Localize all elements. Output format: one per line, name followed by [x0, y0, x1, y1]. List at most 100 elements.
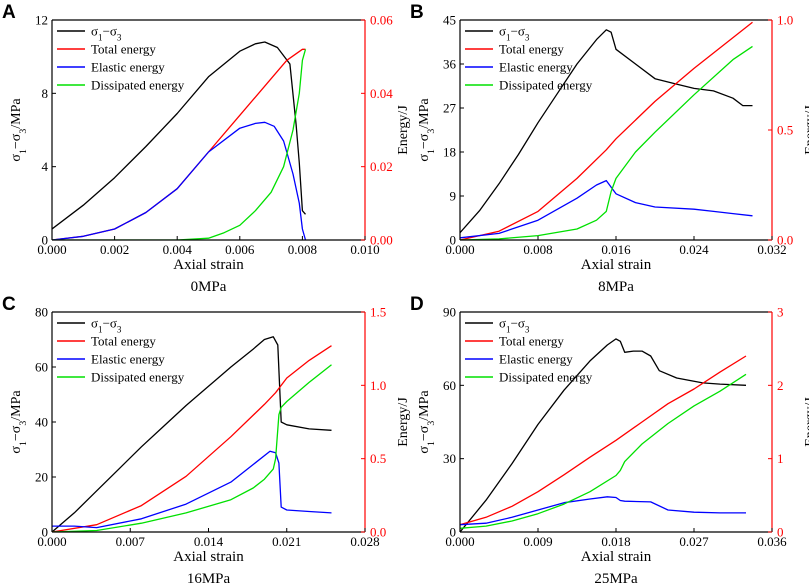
series-line-total-energy	[460, 355, 747, 526]
legend-label: Elastic energy	[91, 60, 165, 75]
x-tick-label: 0.036	[757, 534, 787, 549]
y-right-tick-label: 1	[777, 451, 784, 466]
y-right-tick-label: 0.0	[777, 233, 793, 248]
y-left-tick-label: 0	[42, 233, 49, 248]
x-axis-label: Axial strain	[581, 257, 652, 273]
x-tick-label: 0.014	[194, 534, 224, 549]
y-right-tick-label: 0.5	[777, 123, 793, 138]
x-tick-label: 0.004	[163, 242, 193, 257]
y-right-tick-label: 2	[777, 378, 784, 393]
x-tick-label: 0.008	[523, 242, 552, 257]
y-right-tick-label: 0.04	[370, 86, 393, 101]
x-tick-label: 0.018	[601, 534, 630, 549]
series-line-dissipated-energy	[460, 373, 747, 529]
series-line-dissipated-energy	[52, 364, 332, 532]
panel-d: 0.000 0.009 0.018 0.027 0.03603060900123Axia…	[410, 294, 809, 587]
x-tick-label: 0.016	[601, 242, 631, 257]
y-left-tick-label: 30	[443, 451, 456, 466]
legend-label: Dissipated energy	[499, 78, 593, 93]
y-left-tick-label: 45	[443, 13, 456, 28]
x-tick-label: 0.002	[100, 242, 129, 257]
y-left-tick-label: 27	[443, 101, 457, 116]
x-tick-label: 0.024	[679, 242, 709, 257]
legend-label: Elastic energy	[91, 352, 165, 367]
legend-label: Dissipated energy	[499, 370, 593, 385]
x-tick-label: 0.032	[757, 242, 786, 257]
panel-a: 0.000 0.002 0.004 0.006 0.008 0.010 0 4 8 12 0.00 0…	[2, 2, 411, 295]
y-left-axis-label: σ1−σ3/MPa	[417, 98, 437, 162]
x-tick-label: 0.000	[445, 242, 474, 257]
x-tick-label: 0.009	[523, 534, 552, 549]
y-right-tick-label: 0.02	[370, 159, 393, 174]
series-line-elastic-energy	[460, 496, 746, 526]
y-left-tick-label: 80	[35, 305, 48, 320]
y-left-tick-label: 9	[450, 189, 457, 204]
y-left-tick-label: 0	[42, 525, 49, 540]
legend-label: Total energy	[91, 42, 156, 57]
legend-label: σ1−σ3	[91, 316, 122, 335]
series-line-elastic-energy	[52, 121, 307, 240]
series-line-total-energy	[460, 21, 753, 240]
legend-label: Elastic energy	[499, 60, 573, 75]
series-line-total-energy	[52, 345, 332, 532]
legend-label: σ1−σ3	[499, 316, 530, 335]
x-tick-label: 0.021	[272, 534, 301, 549]
panel-letter: D	[410, 294, 424, 315]
panel-subtitle: 0MPa	[191, 279, 227, 295]
series-line-dissipated-energy	[460, 45, 753, 240]
panel-letter: B	[410, 2, 424, 23]
y-left-axis-label: σ1−σ3/MPa	[417, 390, 437, 454]
y-right-tick-label: 0.06	[370, 13, 393, 28]
legend-label: Elastic energy	[499, 352, 573, 367]
x-tick-label: 0.007	[116, 534, 146, 549]
y-left-tick-label: 18	[443, 145, 456, 160]
panel-subtitle: 16MPa	[187, 571, 231, 587]
x-tick-label: 0.008	[288, 242, 317, 257]
y-right-tick-label: 3	[777, 305, 784, 320]
y-left-axis-label: σ1−σ3/MPa	[9, 98, 29, 162]
y-left-tick-label: 12	[35, 13, 48, 28]
x-tick-label: 0.006	[225, 242, 255, 257]
y-right-tick-label: 0	[777, 525, 784, 540]
panel-letter: C	[2, 294, 16, 315]
x-tick-label: 0.027	[679, 534, 709, 549]
y-right-tick-label: 0.00	[370, 233, 393, 248]
legend-label: Total energy	[499, 42, 564, 57]
y-right-tick-label: 0.5	[370, 451, 386, 466]
y-right-axis-label: Energy/J	[803, 397, 809, 447]
panel-subtitle: 8MPa	[598, 279, 634, 295]
legend-label: σ1−σ3	[91, 24, 122, 43]
panel-b: 0.000 0.008 0.016 0.024 0.032 0 9 18 27 36 45 0.0 0.…	[410, 2, 809, 295]
y-right-tick-label: 1.5	[370, 305, 386, 320]
x-tick-label: 0.000	[37, 242, 66, 257]
x-axis-label: Axial strain	[173, 257, 244, 273]
legend-label: σ1−σ3	[499, 24, 530, 43]
y-left-tick-label: 60	[35, 360, 48, 375]
y-left-tick-label: 4	[42, 159, 49, 174]
x-tick-label: 0.010	[350, 242, 379, 257]
y-left-tick-label: 0	[450, 525, 457, 540]
panel-subtitle: 25MPa	[594, 571, 638, 587]
legend-label: Total energy	[499, 334, 564, 349]
y-left-tick-label: 90	[443, 305, 456, 320]
y-left-tick-label: 20	[35, 470, 48, 485]
series-line-stress	[52, 41, 306, 230]
y-left-tick-label: 60	[443, 378, 456, 393]
legend-label: Dissipated energy	[91, 78, 185, 93]
y-left-tick-label: 36	[443, 57, 457, 72]
y-right-tick-label: 1.0	[777, 13, 793, 28]
series-line-stress	[460, 338, 747, 532]
x-tick-label: 0.000	[445, 534, 474, 549]
series-line-elastic-energy	[460, 179, 753, 239]
panel-letter: A	[2, 2, 16, 23]
x-axis-label: Axial strain	[173, 549, 244, 565]
y-right-axis-label: Energy/J	[396, 397, 411, 447]
legend-label: Total energy	[91, 334, 156, 349]
y-right-axis-label: Energy/J	[396, 105, 411, 155]
x-axis-label: Axial strain	[581, 549, 652, 565]
y-left-tick-label: 8	[42, 86, 49, 101]
x-tick-label: 0.028	[350, 534, 379, 549]
series-line-stress	[460, 29, 753, 234]
x-tick-label: 0.000	[37, 534, 66, 549]
